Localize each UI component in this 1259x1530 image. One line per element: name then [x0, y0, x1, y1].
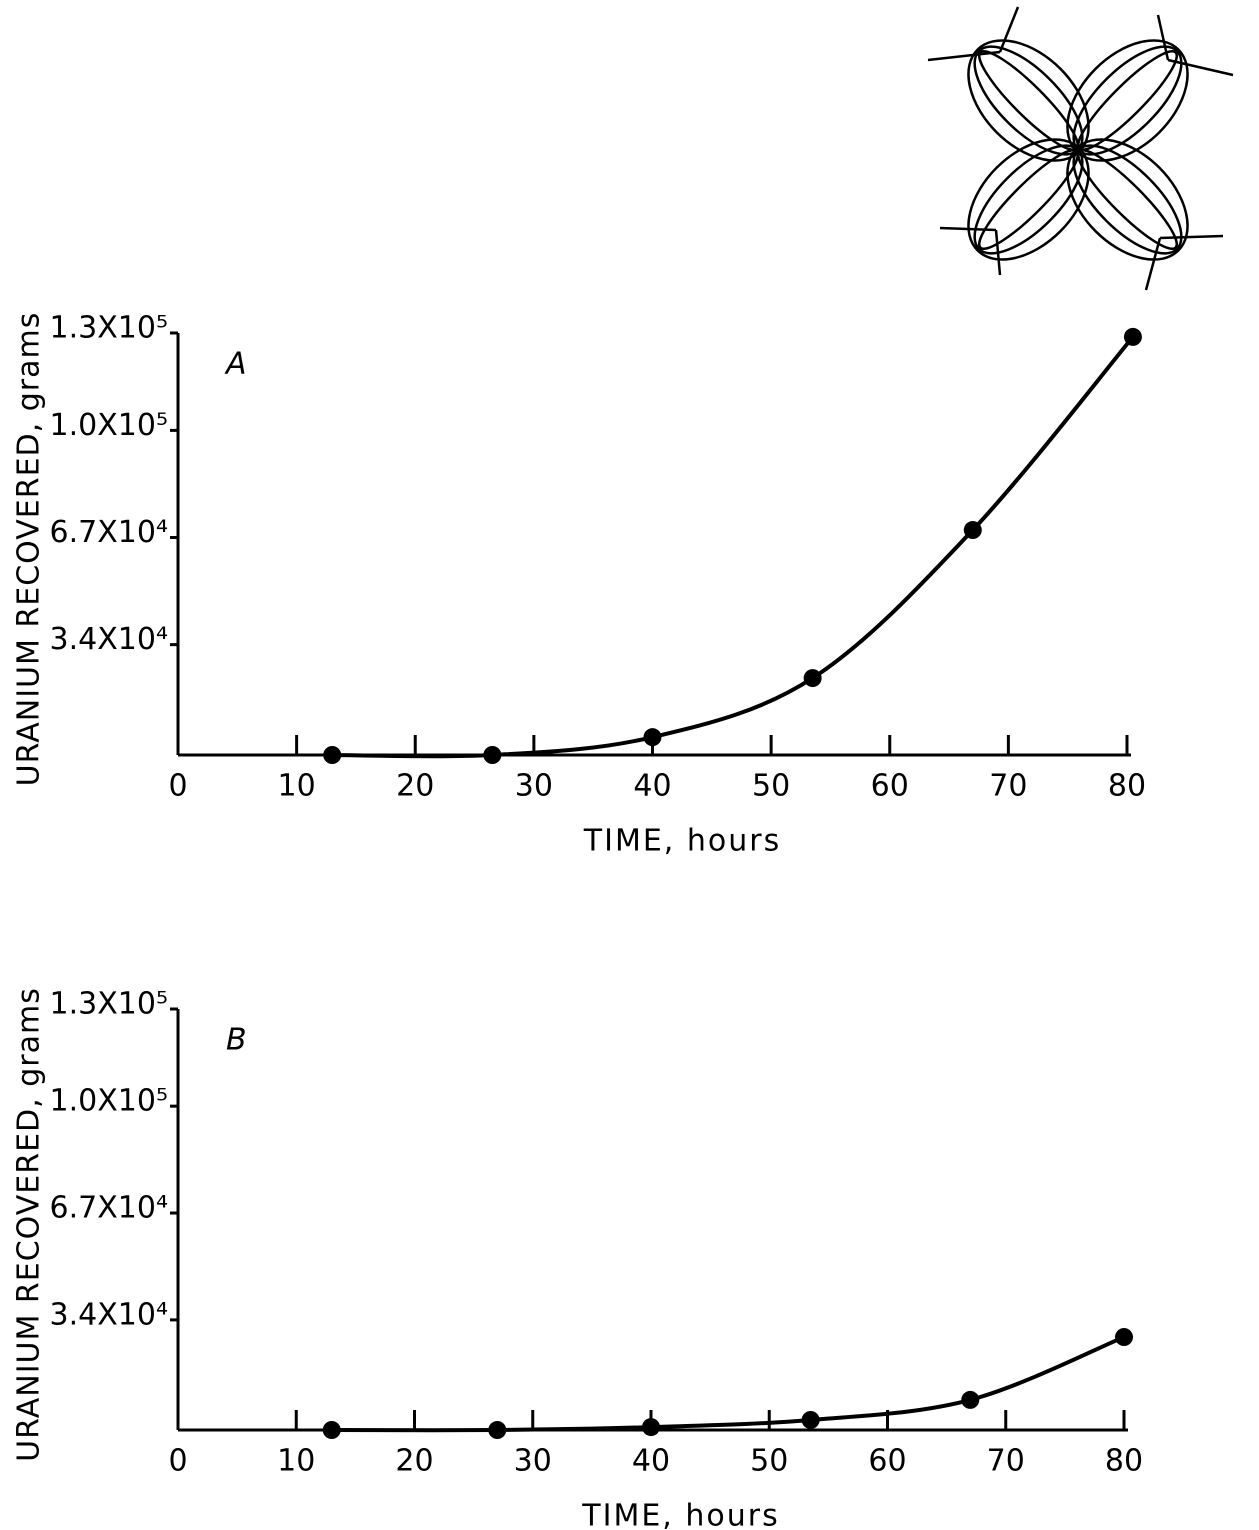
data-point: [1123, 327, 1142, 346]
data-point: [961, 1390, 980, 1409]
data-point: [801, 1410, 820, 1429]
x-tick-label: 50: [750, 1444, 788, 1479]
y-tick-label: 1.0X10⁵: [50, 408, 168, 443]
x-tick-label: 10: [277, 1444, 315, 1479]
x-tick-label: 40: [633, 769, 671, 804]
y-tick-label: 1.0X10⁵: [50, 1084, 168, 1119]
data-point: [322, 1421, 341, 1439]
series-line: [332, 335, 1135, 759]
x-tick-label: 0: [168, 1444, 187, 1479]
x-tick-label: 30: [514, 1444, 552, 1479]
x-tick-label: 60: [868, 1444, 906, 1479]
x-axis-label: TIME, hours: [581, 1499, 779, 1530]
y-tick-label: 1.3X10⁵: [50, 987, 168, 1022]
data-point: [642, 1418, 660, 1437]
x-tick-label: 70: [987, 1444, 1025, 1479]
x-tick-label: 60: [871, 769, 909, 804]
panel-label: A: [224, 347, 247, 382]
data-point: [1115, 1328, 1133, 1347]
x-tick-label: 50: [752, 769, 790, 804]
y-tick-label: 3.4X10⁴: [50, 1297, 168, 1332]
x-tick-label: 40: [632, 1444, 670, 1479]
x-tick-label: 30: [515, 769, 553, 804]
x-tick-label: 80: [1108, 769, 1146, 804]
y-tick-label: 3.4X10⁴: [50, 622, 168, 657]
clover-logo: [927, 6, 1234, 291]
data-point: [803, 669, 822, 688]
x-axis-label: TIME, hours: [583, 824, 781, 859]
x-tick-label: 70: [989, 769, 1027, 804]
x-tick-label: 10: [278, 769, 316, 804]
data-point: [643, 728, 662, 747]
series-line: [331, 1335, 1125, 1433]
x-tick-label: 20: [395, 1444, 433, 1479]
data-point: [963, 521, 982, 540]
data-point: [488, 1421, 507, 1439]
data-point: [323, 746, 342, 764]
panel-label: B: [226, 1023, 247, 1058]
y-tick-label: 6.7X10⁴: [50, 1191, 168, 1226]
y-tick-label: 6.7X10⁴: [50, 515, 168, 550]
y-axis-label: URANIUM RECOVERED, grams: [12, 987, 47, 1462]
x-tick-label: 20: [396, 769, 434, 804]
x-tick-label: 80: [1105, 1444, 1143, 1479]
y-tick-label: 1.3X10⁵: [50, 311, 168, 346]
data-point: [483, 746, 502, 764]
x-tick-label: 0: [168, 769, 187, 804]
y-axis-label: URANIUM RECOVERED, grams: [12, 312, 47, 787]
